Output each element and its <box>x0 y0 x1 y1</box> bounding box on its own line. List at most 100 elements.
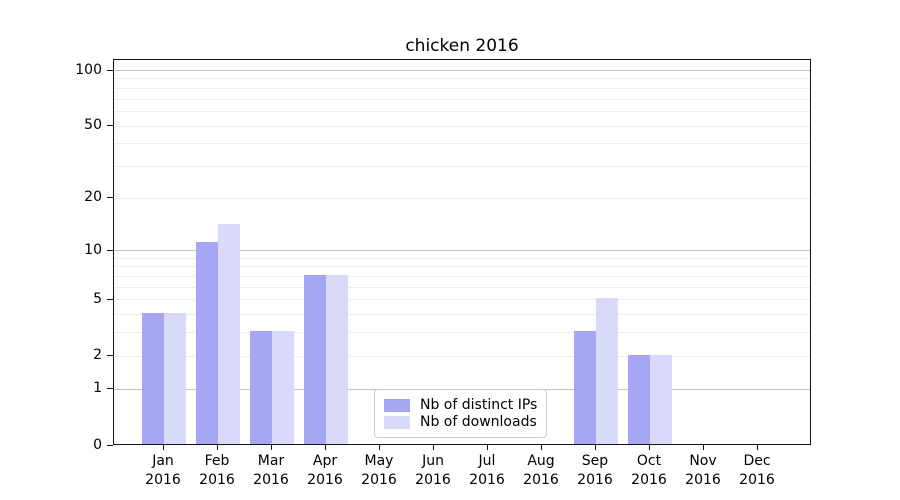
x-tick-year: 2016 <box>145 472 181 488</box>
chart-title: chicken 2016 <box>405 36 519 56</box>
x-tick-year: 2016 <box>253 472 289 488</box>
x-tick-mark <box>486 445 488 450</box>
bar-downloads <box>650 354 672 444</box>
y-tick-label: 2 <box>93 347 102 364</box>
y-tick-label: 1 <box>93 380 102 397</box>
y-tick-mark <box>107 69 113 71</box>
x-tick-label: Jan 2016 <box>133 452 193 490</box>
x-tick-label: Nov 2016 <box>673 452 733 490</box>
y-tick-mark <box>107 388 113 390</box>
x-tick-month: Feb <box>204 453 230 469</box>
x-tick-month: May <box>364 453 394 469</box>
x-tick-mark <box>648 445 650 450</box>
bar-downloads <box>272 331 294 444</box>
y-tick-mark <box>107 444 113 446</box>
bar-distinct-ips <box>250 331 272 444</box>
x-tick-label: Feb 2016 <box>187 452 247 490</box>
x-tick-year: 2016 <box>523 472 559 488</box>
x-tick-label: Mar 2016 <box>241 452 301 490</box>
gridline <box>114 250 810 252</box>
y-tick-mark <box>107 355 113 357</box>
y-tick-mark <box>107 298 113 300</box>
bar-downloads <box>218 223 240 444</box>
gridline <box>114 98 810 100</box>
y-tick-mark <box>107 125 113 127</box>
x-tick-label: Jun 2016 <box>403 452 463 490</box>
x-tick-year: 2016 <box>415 472 451 488</box>
legend-entry-downloads: Nb of downloads <box>384 414 537 430</box>
y-tick-label: 100 <box>75 61 102 78</box>
legend-label-downloads: Nb of downloads <box>420 414 537 430</box>
gridline <box>114 276 810 278</box>
y-tick-mark <box>107 249 113 251</box>
gridline <box>114 110 810 112</box>
x-tick-year: 2016 <box>307 472 343 488</box>
gridline <box>114 266 810 268</box>
y-tick-label: 50 <box>84 117 102 134</box>
x-tick-month: Apr <box>312 453 338 469</box>
x-tick-mark <box>324 445 326 450</box>
x-tick-month: Jun <box>422 453 444 469</box>
bar-distinct-ips <box>628 354 650 444</box>
y-tick-label: 20 <box>84 189 102 206</box>
gridline <box>114 87 810 89</box>
gridline <box>114 143 810 145</box>
y-tick-label: 5 <box>93 290 102 307</box>
legend-swatch-downloads <box>384 415 410 429</box>
x-tick-month: Jul <box>478 453 496 469</box>
y-tick-label: 10 <box>84 241 102 258</box>
gridline <box>114 257 810 259</box>
plot-area <box>113 59 811 445</box>
legend-label-distinct-ips: Nb of distinct IPs <box>420 397 538 413</box>
x-tick-label: Jul 2016 <box>457 452 517 490</box>
x-tick-year: 2016 <box>361 472 397 488</box>
bar-distinct-ips <box>574 331 596 444</box>
gridline <box>114 125 810 127</box>
y-tick-mark <box>107 197 113 199</box>
x-tick-label: Aug 2016 <box>511 452 571 490</box>
bar-downloads <box>326 275 348 444</box>
gridline <box>114 165 810 167</box>
x-tick-year: 2016 <box>631 472 667 488</box>
x-tick-label: Oct 2016 <box>619 452 679 490</box>
bar-distinct-ips <box>196 242 218 444</box>
bar-downloads <box>596 298 618 444</box>
x-tick-label: Sep 2016 <box>565 452 625 490</box>
x-tick-month: Jan <box>152 453 174 469</box>
x-tick-label: May 2016 <box>349 452 409 490</box>
gridline <box>114 299 810 301</box>
x-tick-year: 2016 <box>739 472 775 488</box>
legend-entry-distinct-ips: Nb of distinct IPs <box>384 397 537 413</box>
gridline <box>114 332 810 334</box>
x-tick-mark <box>756 445 758 450</box>
gridline <box>114 78 810 80</box>
x-tick-year: 2016 <box>199 472 235 488</box>
x-tick-mark <box>216 445 218 450</box>
x-tick-month: Sep <box>581 453 609 469</box>
x-tick-mark <box>702 445 704 450</box>
x-tick-mark <box>540 445 542 450</box>
bar-distinct-ips <box>142 313 164 444</box>
gridline <box>114 355 810 357</box>
x-tick-mark <box>162 445 164 450</box>
x-tick-label: Apr 2016 <box>295 452 355 490</box>
gridline <box>114 314 810 316</box>
gridline <box>114 197 810 199</box>
gridline <box>114 70 810 71</box>
x-tick-mark <box>378 445 380 450</box>
legend: Nb of distinct IPs Nb of downloads <box>374 389 547 438</box>
x-tick-year: 2016 <box>577 472 613 488</box>
y-tick-label: 0 <box>93 436 102 453</box>
x-tick-mark <box>594 445 596 450</box>
x-tick-mark <box>270 445 272 450</box>
bar-distinct-ips <box>304 275 326 444</box>
x-tick-month: Dec <box>743 453 771 469</box>
x-tick-month: Aug <box>527 453 555 469</box>
legend-swatch-distinct-ips <box>384 398 410 412</box>
x-tick-label: Dec 2016 <box>727 452 787 490</box>
x-tick-year: 2016 <box>685 472 721 488</box>
x-tick-month: Oct <box>636 453 662 469</box>
bar-downloads <box>164 313 186 444</box>
x-tick-month: Nov <box>689 453 717 469</box>
